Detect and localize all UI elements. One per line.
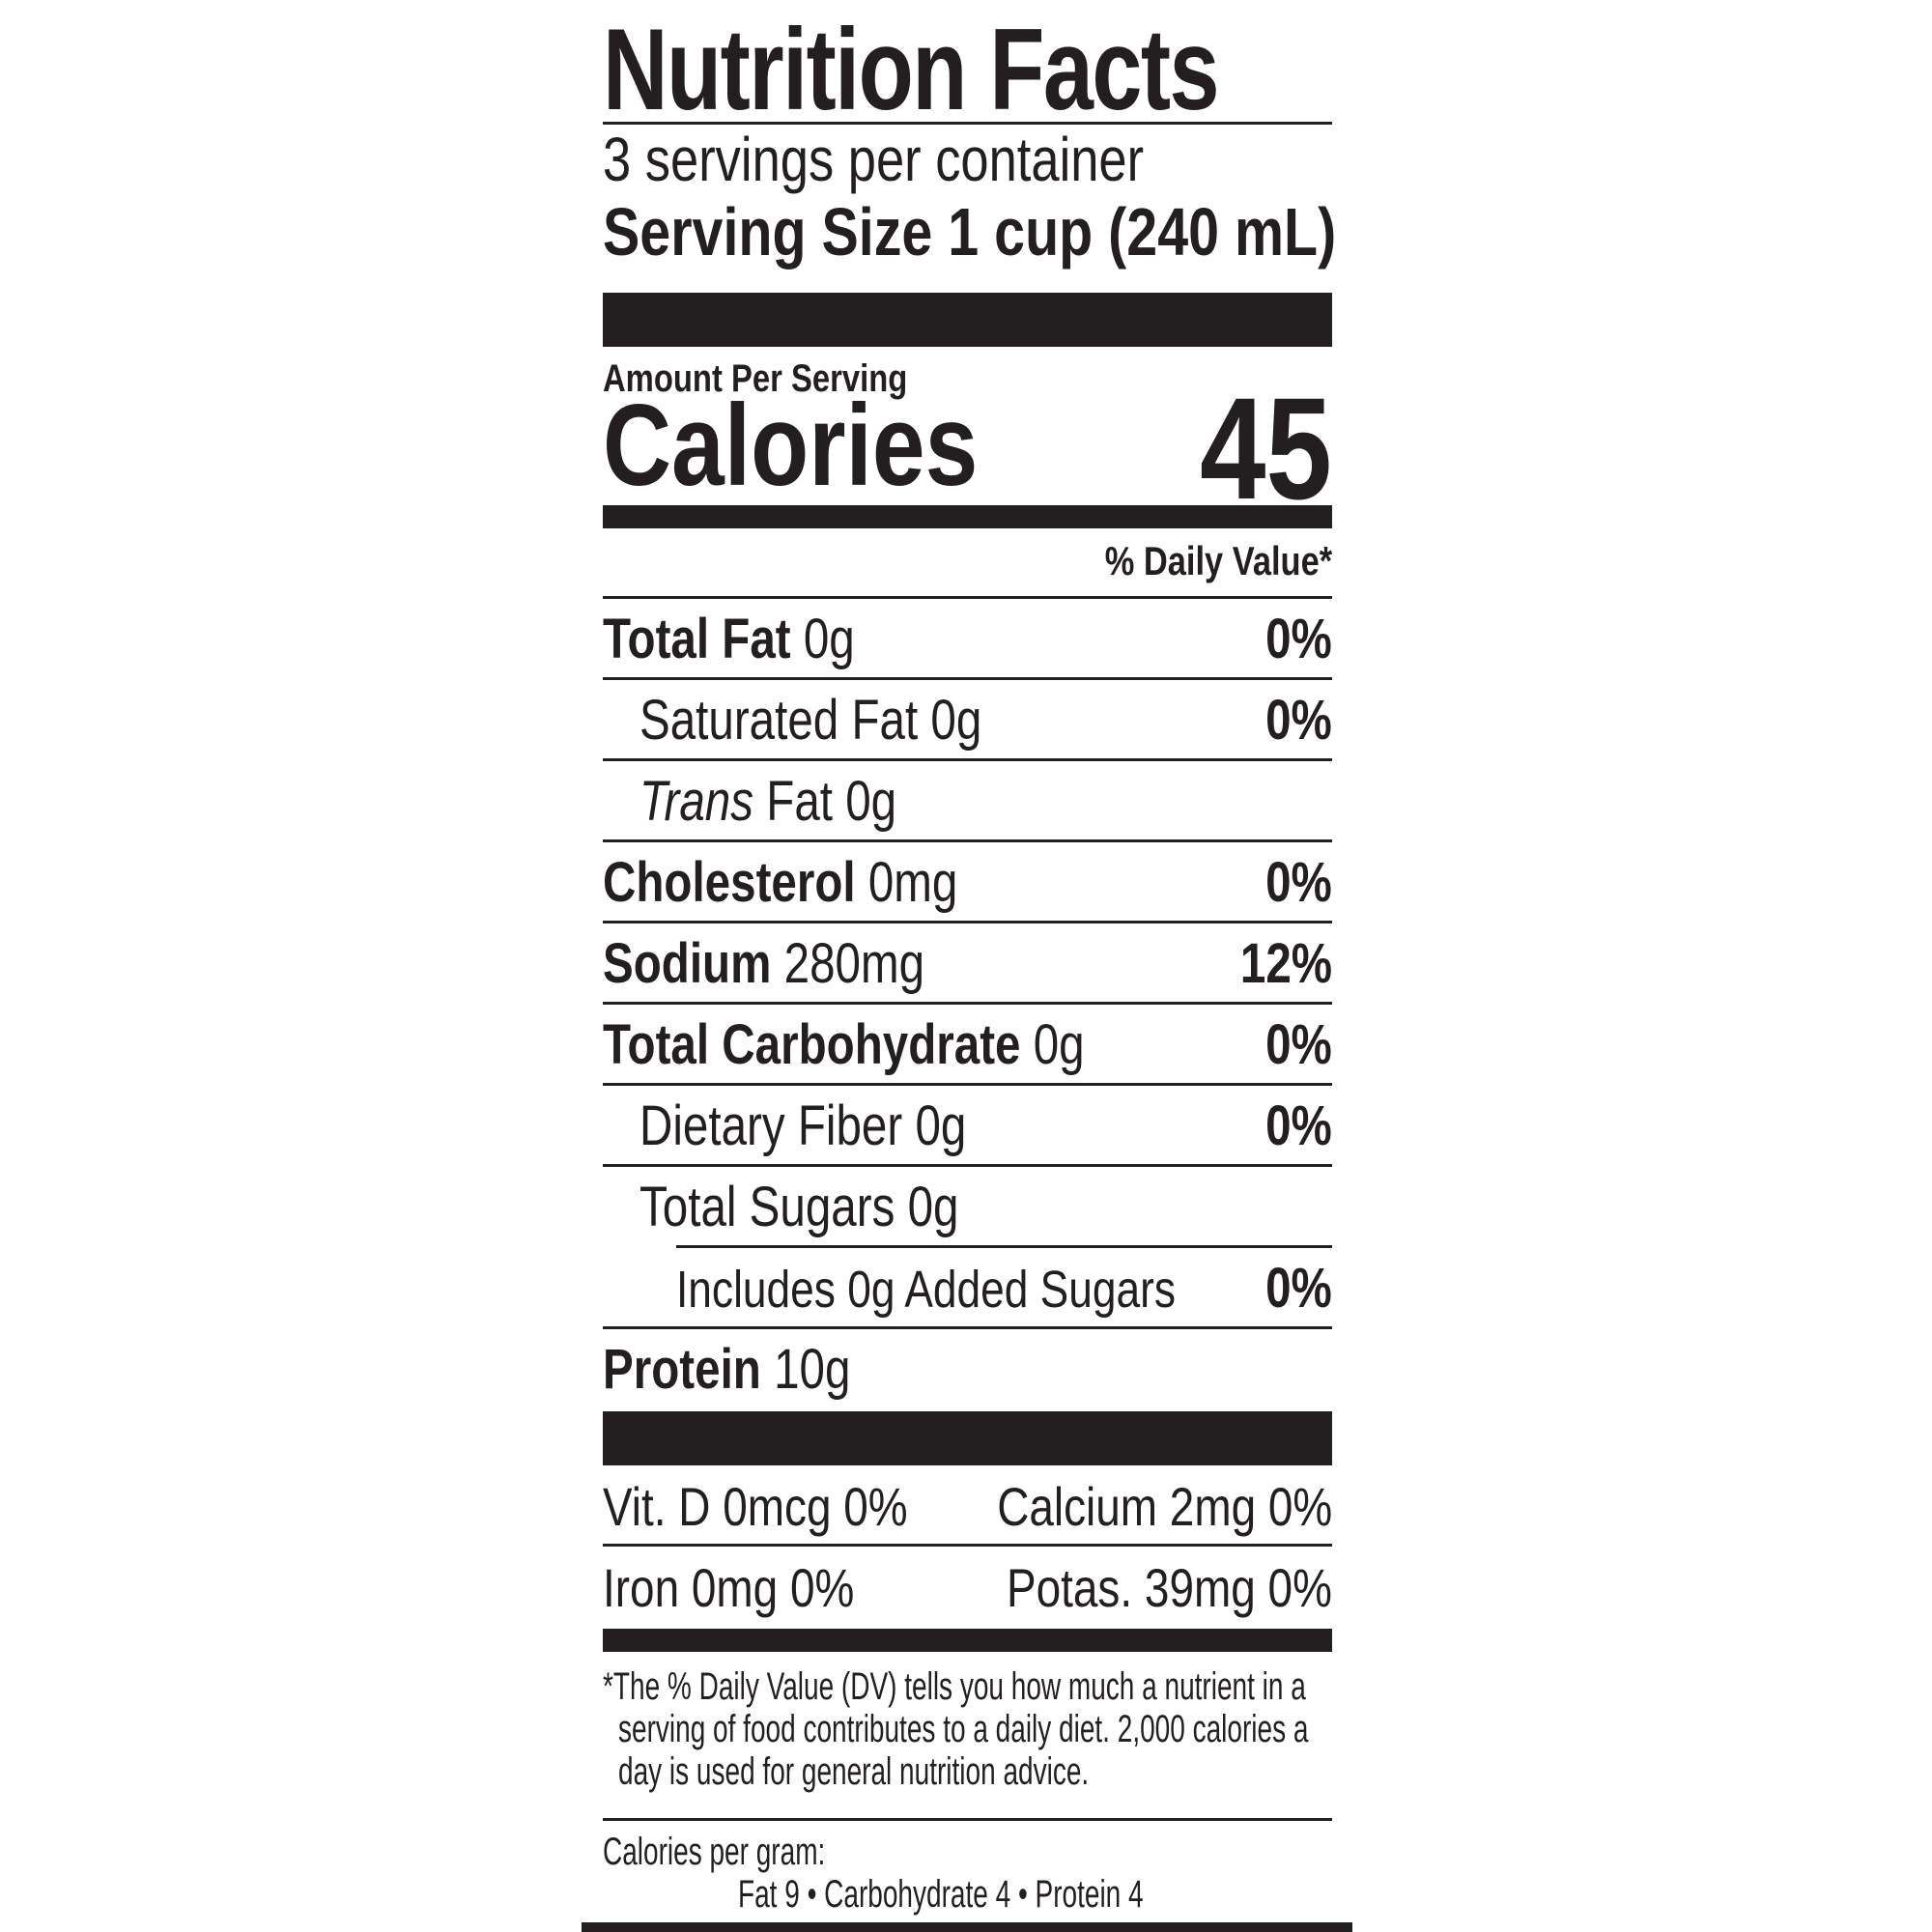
medium-divider — [603, 505, 1332, 528]
nutrient-row-cholesterol: Cholesterol 0mg 0% — [603, 851, 1332, 914]
divider — [603, 921, 1332, 923]
nutrient-row-dietary-fiber: Dietary Fiber 0g 0% — [639, 1094, 1332, 1157]
serving-size: Serving Size 1 cup (240 mL) — [603, 194, 1337, 270]
servings-per-container: 3 servings per container — [603, 125, 1145, 194]
divider — [603, 758, 1332, 761]
divider — [603, 839, 1332, 842]
nutrient-row-trans-fat: Trans Fat 0g — [639, 770, 897, 833]
nutrient-row-total-sugars: Total Sugars 0g — [639, 1176, 959, 1238]
thick-divider — [603, 293, 1332, 347]
daily-value-header: % Daily Value* — [1104, 538, 1332, 583]
thick-divider — [603, 1411, 1332, 1465]
potassium: Potas. 39mg 0% — [1007, 1557, 1332, 1618]
amount-per-serving: Amount Per Serving — [603, 357, 908, 400]
nutrient-row-protein: Protein 10g — [603, 1338, 851, 1401]
calories-per-gram: Calories per gram: Fat 9 • Carbohydrate … — [603, 1831, 1144, 1916]
divider — [676, 1245, 1332, 1248]
calories-value: 45 — [1200, 367, 1332, 529]
nutrient-row-total-carbohydrate: Total Carbohydrate 0g 0% — [603, 1013, 1332, 1076]
calories-label: Calories — [603, 381, 979, 510]
divider — [603, 1544, 1332, 1547]
calcium: Calcium 2mg 0% — [996, 1476, 1332, 1537]
bottom-border — [582, 1922, 1352, 1932]
divider — [603, 1326, 1332, 1329]
vitamin-d: Vit. D 0mcg 0% — [603, 1476, 908, 1537]
divider — [603, 1002, 1332, 1005]
divider — [603, 596, 1332, 599]
iron: Iron 0mg 0% — [603, 1557, 855, 1618]
nutrient-row-total-fat: Total Fat 0g 0% — [603, 608, 1332, 670]
daily-value-footnote: *The % Daily Value (DV) tells you how mu… — [603, 1665, 1309, 1793]
divider — [603, 1083, 1332, 1086]
medium-divider — [603, 1629, 1332, 1652]
calories-row: Calories 45 — [603, 376, 1332, 521]
nutrient-row-added-sugars: Includes 0g Added Sugars 0% — [676, 1257, 1332, 1320]
divider — [603, 1818, 1332, 1821]
divider — [603, 1164, 1332, 1167]
vitamin-row: Vit. D 0mcg 0% Calcium 2mg 0% — [603, 1465, 1332, 1544]
divider — [603, 122, 1332, 125]
vitamin-row: Iron 0mg 0% Potas. 39mg 0% — [603, 1547, 1332, 1625]
nutrient-row-sodium: Sodium 280mg 12% — [603, 932, 1332, 995]
nutrition-facts-label: Nutrition Facts 3 servings per container… — [603, 0, 1337, 1916]
divider — [603, 677, 1332, 680]
label-title: Nutrition Facts — [603, 5, 1220, 134]
nutrient-row-saturated-fat: Saturated Fat 0g 0% — [639, 689, 1332, 752]
